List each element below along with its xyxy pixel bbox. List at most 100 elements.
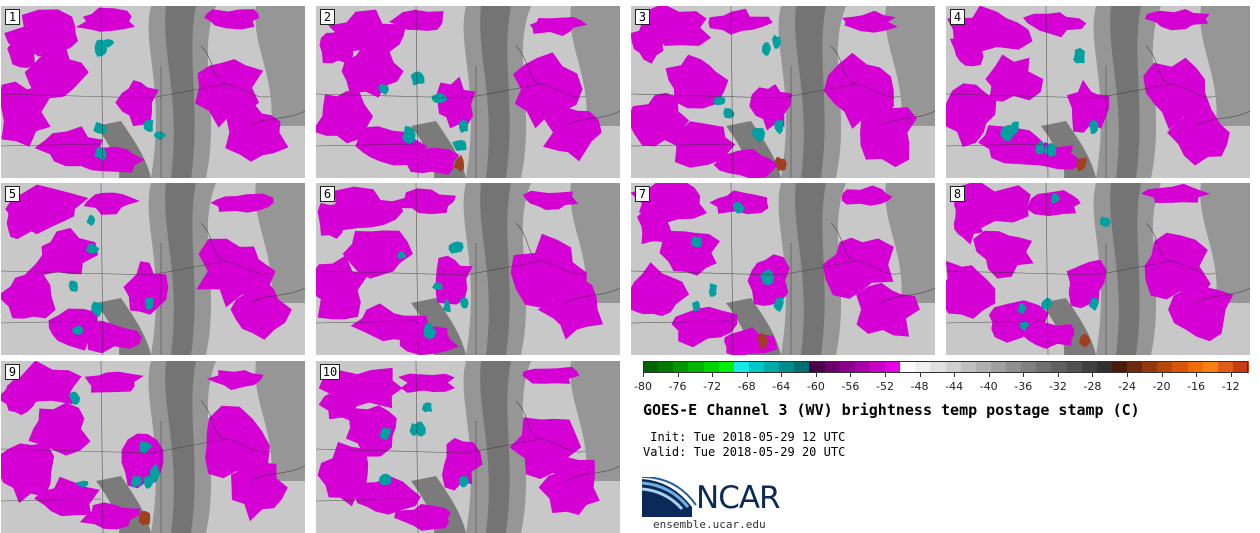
colorbar-tick-mark xyxy=(1057,373,1059,377)
colorbar-tick-mark xyxy=(1161,373,1163,377)
colorbar-segment xyxy=(1172,361,1189,373)
colorbar-tick-mark xyxy=(1127,373,1128,377)
colorbar-tick-mark xyxy=(850,373,852,377)
colorbar-border xyxy=(643,361,1248,373)
colorbar-tick-mark xyxy=(1023,373,1025,377)
colorbar-tick-label: -52 xyxy=(876,380,894,393)
colorbar-tick-label: -80 xyxy=(634,380,652,393)
colorbar-segment xyxy=(1202,361,1219,373)
colorbar-tick-label: -20 xyxy=(1152,380,1171,393)
colorbar-segment xyxy=(718,361,735,373)
colorbar-segment xyxy=(1142,361,1158,373)
colorbar-tick-label: -48 xyxy=(910,380,929,393)
figure-title: GOES-E Channel 3 (WV) brightness temp po… xyxy=(643,401,1140,419)
ncar-logo-icon xyxy=(642,477,697,517)
colorbar-tick-mark xyxy=(988,373,990,377)
ensemble-member-panel: 5 xyxy=(1,183,305,355)
colorbar-tick-label: -44 xyxy=(945,380,964,393)
colorbar-segment xyxy=(839,361,856,373)
colorbar-segment xyxy=(869,361,886,373)
colorbar-segment xyxy=(885,361,901,373)
ensemble-member-panel: 2 xyxy=(316,6,620,178)
colorbar-tick-label: -36 xyxy=(1014,380,1033,393)
colorbar-tick-mark xyxy=(746,373,748,377)
colorbar-segment xyxy=(854,361,871,373)
colorbar-segment xyxy=(1021,361,1037,373)
colorbar-segment xyxy=(1051,361,1068,373)
colorbar-segment xyxy=(658,361,674,373)
colorbar-tick-mark xyxy=(919,373,921,377)
colorbar-segment xyxy=(688,361,705,373)
colorbar-segment xyxy=(733,361,750,373)
colorbar-segment xyxy=(809,361,826,373)
colorbar-segment xyxy=(1111,361,1128,373)
colorbar-segment xyxy=(945,361,962,373)
colorbar-segment xyxy=(1232,361,1249,373)
colorbar-tick-label: -28 xyxy=(1083,380,1102,393)
colorbar-segment xyxy=(824,361,841,373)
colorbar-tick-mark xyxy=(712,373,714,377)
colorbar-segment xyxy=(748,361,765,373)
ensemble-member-panel: 1 xyxy=(1,6,305,178)
colorbar xyxy=(643,361,1249,377)
colorbar-tick-label: -24 xyxy=(1118,380,1136,393)
ensemble-member-panel: 9 xyxy=(1,361,305,533)
colorbar-segment xyxy=(1187,361,1204,373)
colorbar-segment xyxy=(915,361,931,373)
colorbar-tick-mark xyxy=(815,373,817,377)
ensemble-member-panel: 7 xyxy=(631,183,935,355)
colorbar-tick-mark xyxy=(1196,373,1198,377)
ensemble-member-panel: 3 xyxy=(631,6,935,178)
panel-number: 10 xyxy=(320,364,340,380)
panel-number: 2 xyxy=(320,9,335,25)
panel-number: 8 xyxy=(950,186,965,202)
colorbar-tick-label: -64 xyxy=(772,380,791,393)
colorbar-segment xyxy=(1096,361,1113,373)
panel-number: 7 xyxy=(635,186,650,202)
colorbar-segment xyxy=(960,361,977,373)
logo-url: ensemble.ucar.edu xyxy=(653,518,766,531)
colorbar-tick-label: -76 xyxy=(668,380,687,393)
colorbar-tick-label: -72 xyxy=(703,380,722,393)
colorbar-segment xyxy=(794,361,810,373)
colorbar-segment xyxy=(930,361,947,373)
init-time: Init: Tue 2018-05-29 12 UTC xyxy=(643,430,846,444)
colorbar-tick-label: -56 xyxy=(841,380,860,393)
colorbar-tick-mark xyxy=(1092,373,1094,377)
colorbar-segment xyxy=(779,361,795,373)
colorbar-segment xyxy=(900,361,916,373)
panel-number: 5 xyxy=(5,186,20,202)
colorbar-segment xyxy=(1006,361,1022,373)
panel-number: 4 xyxy=(950,9,965,25)
colorbar-segment xyxy=(703,361,720,373)
ensemble-member-panel: 10 xyxy=(316,361,620,533)
colorbar-tick-label: -68 xyxy=(737,380,756,393)
colorbar-segment xyxy=(1066,361,1083,373)
colorbar-segment xyxy=(764,361,780,373)
colorbar-segment xyxy=(643,361,659,373)
colorbar-tick-label: -32 xyxy=(1048,380,1067,393)
colorbar-tick-mark xyxy=(643,373,644,377)
ensemble-member-panel: 6 xyxy=(316,183,620,355)
panel-number: 3 xyxy=(635,9,650,25)
colorbar-tick-label: -16 xyxy=(1187,380,1206,393)
colorbar-tick-mark xyxy=(677,373,679,377)
ensemble-member-panel: 8 xyxy=(946,183,1250,355)
colorbar-tick-mark xyxy=(1230,373,1232,377)
colorbar-tick-mark xyxy=(781,373,783,377)
colorbar-tick-label: -60 xyxy=(806,380,825,393)
valid-time: Valid: Tue 2018-05-29 20 UTC xyxy=(643,445,846,459)
colorbar-tick-mark xyxy=(885,373,886,377)
colorbar-segment xyxy=(1081,361,1098,373)
colorbar-segment xyxy=(1217,361,1234,373)
panel-number: 1 xyxy=(5,9,20,25)
colorbar-tick-label: -40 xyxy=(979,380,998,393)
panel-number: 9 xyxy=(5,364,20,380)
colorbar-segment xyxy=(673,361,689,373)
colorbar-segment xyxy=(1036,361,1052,373)
colorbar-tick-mark xyxy=(954,373,956,377)
colorbar-segment xyxy=(975,361,992,373)
panel-number: 6 xyxy=(320,186,335,202)
colorbar-segment xyxy=(1157,361,1173,373)
colorbar-tick-label: -12 xyxy=(1221,380,1240,393)
